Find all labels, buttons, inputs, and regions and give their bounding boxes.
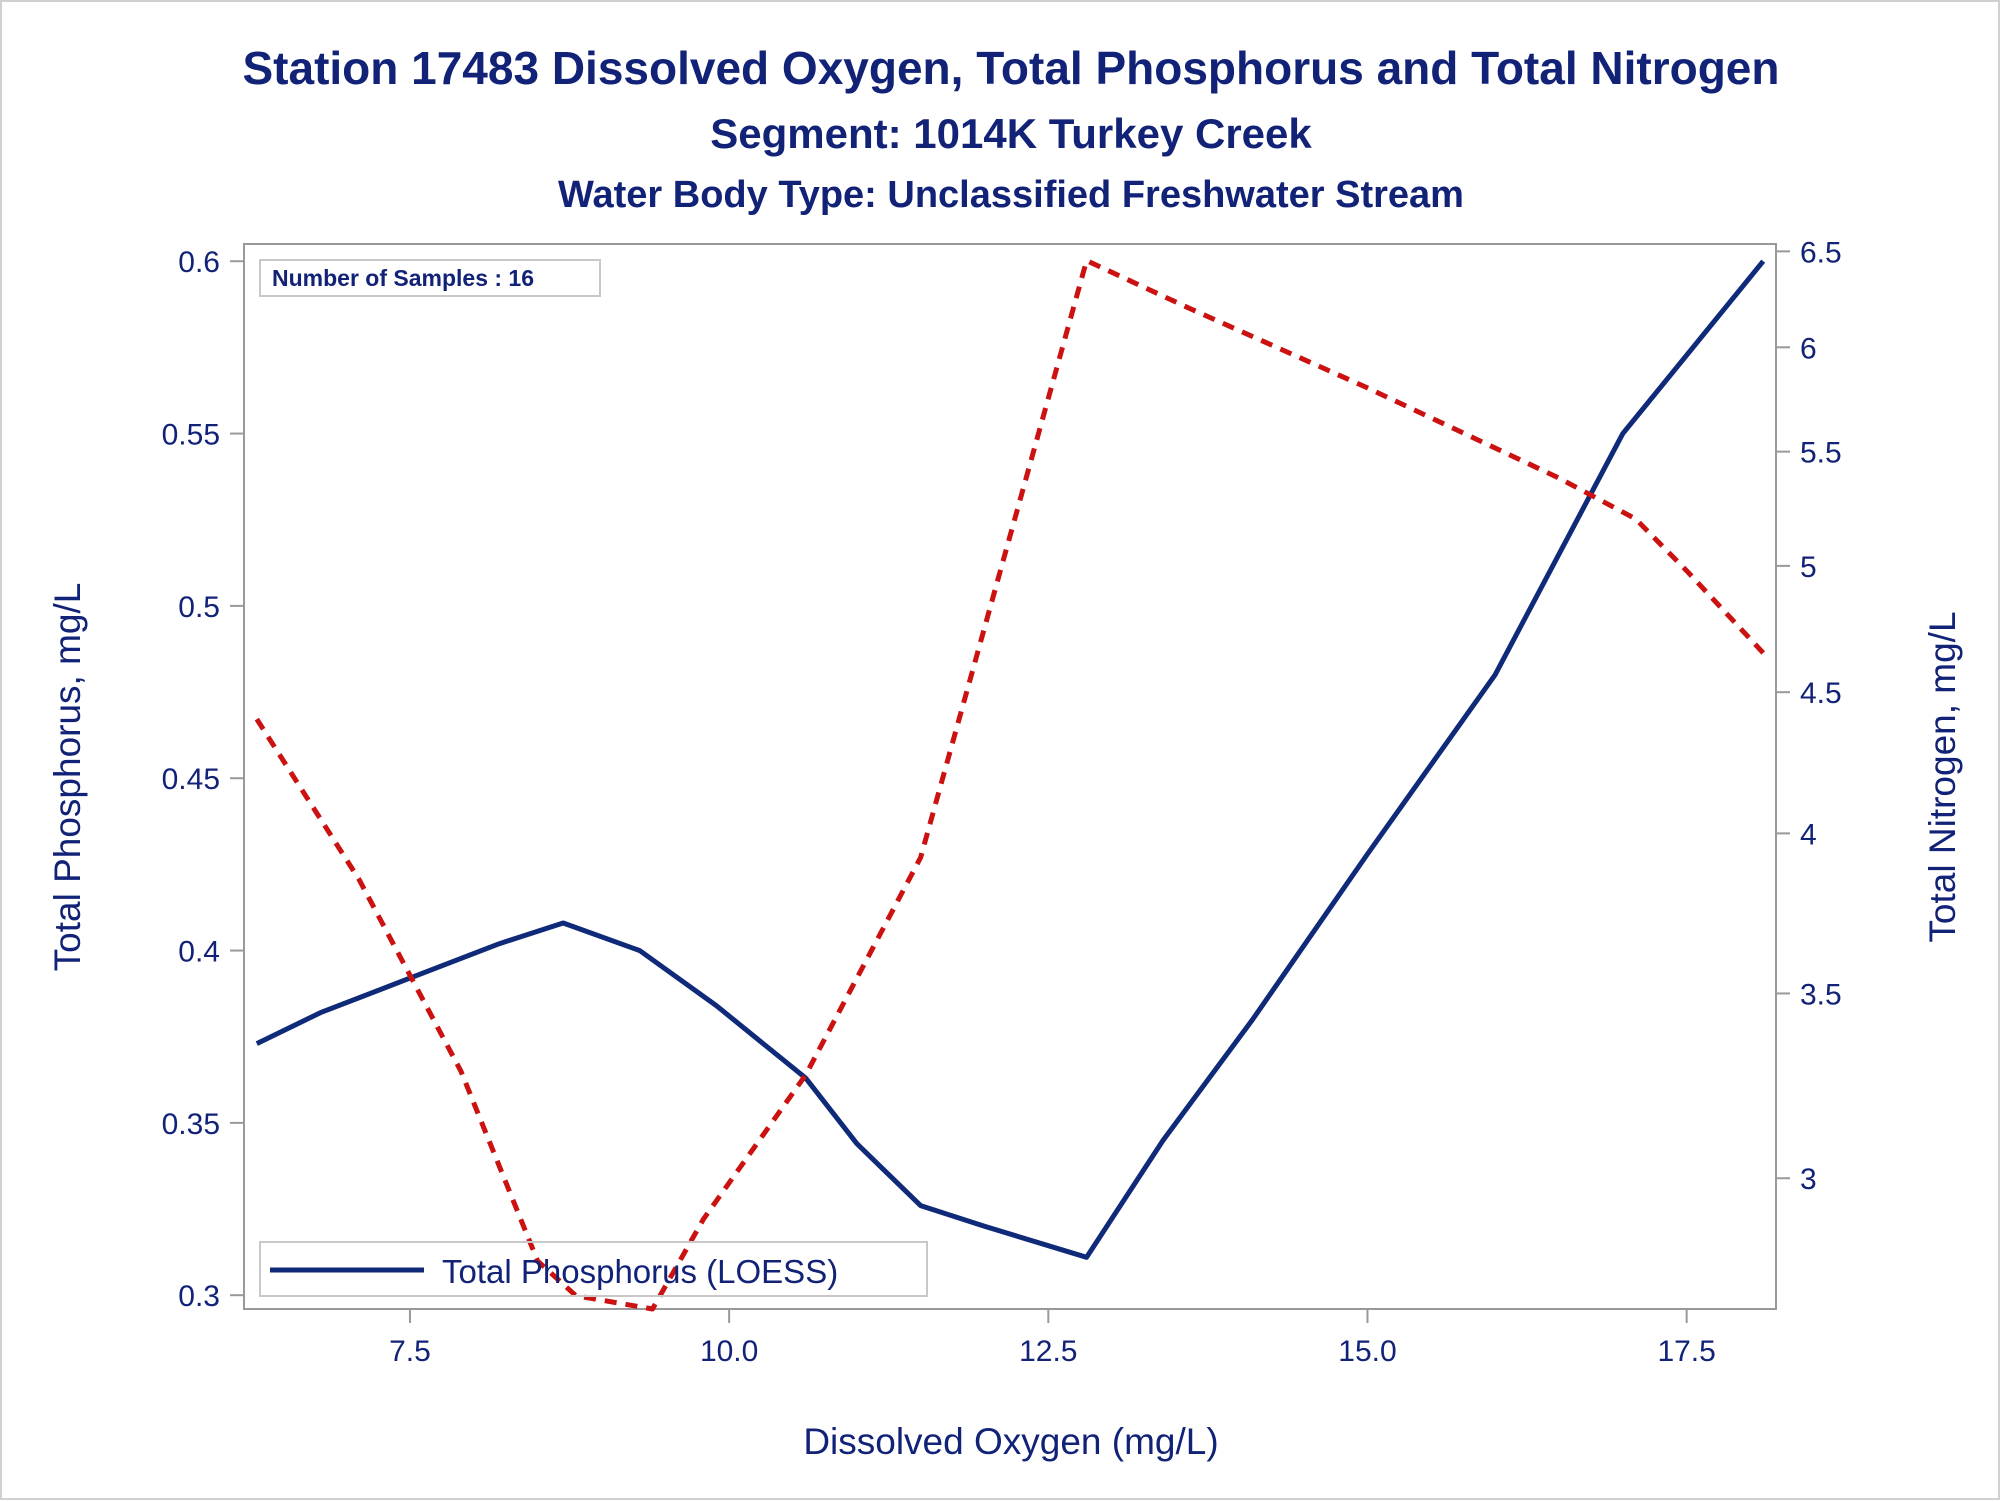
y-axis-label: Total Phosphorus, mg/L xyxy=(47,583,88,972)
y-tick-label: 0.3 xyxy=(178,1280,220,1313)
y-tick-label: 0.35 xyxy=(162,1108,220,1141)
y2-tick-label: 6 xyxy=(1800,332,1817,365)
chart-subtitle: Segment: 1014K Turkey Creek xyxy=(710,110,1312,157)
series-layer xyxy=(254,258,1766,1312)
x-tick-label: 17.5 xyxy=(1657,1335,1715,1368)
y-axis: 0.3 0.35 0.4 0.45 0.5 0.55 0.6 xyxy=(162,246,244,1313)
x-tick-label: 15.0 xyxy=(1338,1335,1396,1368)
chart-subtitle-2: Water Body Type: Unclassified Freshwater… xyxy=(558,174,1464,216)
y-tick-label: 0.4 xyxy=(178,936,220,969)
x-tick-label: 10.0 xyxy=(700,1335,758,1368)
y-tick-label: 0.6 xyxy=(178,246,220,279)
x-axis: 7.5 10.0 12.5 15.0 17.5 xyxy=(389,1309,1716,1368)
y2-axis: 3 3.5 4 4.5 5 5.5 6 6.5 xyxy=(1776,236,1842,1196)
y2-axis-label: Total Nitrogen, mg/L xyxy=(1922,611,1963,942)
y2-tick-label: 3 xyxy=(1800,1163,1817,1196)
x-tick-label: 7.5 xyxy=(389,1335,431,1368)
sample-count-box xyxy=(259,259,601,297)
x-axis-label: Dissolved Oxygen (mg/L) xyxy=(803,1421,1218,1462)
legend-label: Total Phosphorus (LOESS) xyxy=(442,1253,838,1290)
y2-tick-label: 3.5 xyxy=(1800,978,1842,1011)
sample-count-label: Number of Samples : 16 xyxy=(272,265,534,291)
y2-tick-label: 5.5 xyxy=(1800,437,1842,470)
chart-title: Station 17483 Dissolved Oxygen, Total Ph… xyxy=(242,42,1779,94)
y-tick-label: 0.45 xyxy=(162,763,220,796)
y2-tick-label: 5 xyxy=(1800,551,1817,584)
y2-tick-label: 4 xyxy=(1800,818,1817,851)
total-phosphorus-line xyxy=(255,259,1766,1260)
y-tick-label: 0.55 xyxy=(162,419,220,452)
legend-box xyxy=(259,1241,928,1297)
x-tick-label: 12.5 xyxy=(1019,1335,1077,1368)
y2-tick-label: 4.5 xyxy=(1800,677,1842,710)
total-nitrogen-line xyxy=(254,258,1766,1312)
y2-tick-label: 6.5 xyxy=(1800,236,1842,269)
y-tick-label: 0.5 xyxy=(178,591,220,624)
plot-area-border xyxy=(243,243,1777,1310)
